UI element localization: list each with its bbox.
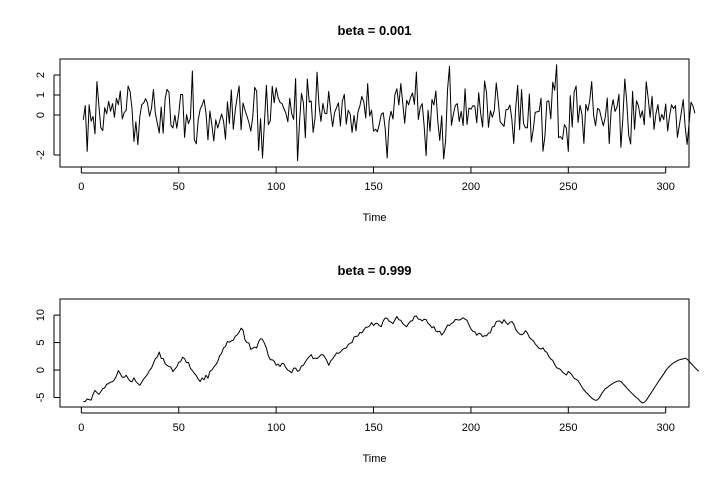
x-tick-label: 0 [78,422,84,434]
panel-top: beta = 0.001 0 50 100 150 200 250 300 Time -2 0 1 2 [35,23,696,224]
plot-frame [59,298,690,408]
y-tick-label: 0 [35,112,47,118]
x-tick-label: 300 [657,181,675,193]
plot-frame [59,58,690,168]
panel-bottom: beta = 0.999 0 50 100 150 200 250 300 Time -5 0 5 10 [35,263,700,465]
y-tick-label: 0 [35,367,47,373]
x-tick-label: 300 [657,422,675,434]
series-line [82,64,696,162]
x-tick-label: 100 [267,181,285,193]
y-tick-label: -5 [35,393,47,403]
x-tick-label: 50 [173,181,185,193]
x-axis-label: Time [362,212,386,224]
x-tick-label: 50 [173,422,185,434]
y-tick-label: 5 [35,339,47,345]
x-tick-label: 200 [462,181,480,193]
x-tick-label: 150 [364,422,382,434]
series-line [83,315,700,404]
y-tick-label: 10 [35,309,47,321]
y-tick-label: -2 [35,150,47,160]
y-tick-label: 1 [35,92,47,98]
chart-title: beta = 0.001 [337,23,411,38]
x-tick-label: 100 [267,422,285,434]
x-tick-label: 150 [364,181,382,193]
x-axis-label: Time [362,453,386,465]
x-tick-label: 250 [559,181,577,193]
x-tick-label: 250 [559,422,577,434]
x-tick-label: 0 [78,181,84,193]
chart-title: beta = 0.999 [337,263,411,278]
x-tick-label: 200 [462,422,480,434]
y-tick-label: 2 [35,72,47,78]
